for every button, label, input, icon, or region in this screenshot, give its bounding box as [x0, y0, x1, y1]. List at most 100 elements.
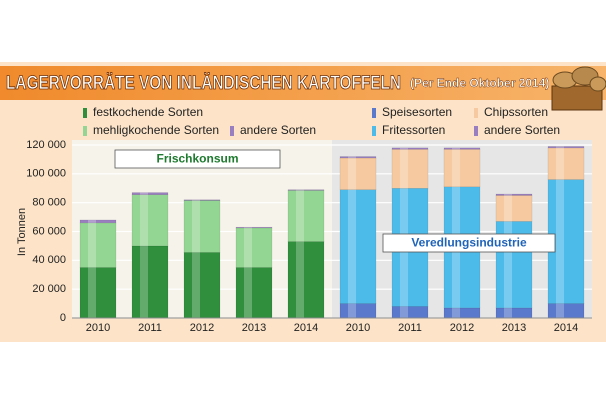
bar-shine [348, 156, 356, 158]
bar-shine [556, 146, 564, 148]
y-axis-label: In Tonnen [16, 208, 28, 256]
x-tick-label: 2011 [398, 322, 422, 334]
legend-swatch [230, 126, 234, 136]
x-tick-label: 2011 [138, 322, 162, 334]
y-tick-label: 60 000 [32, 225, 66, 237]
x-tick-label: 2014 [294, 322, 318, 334]
bar-segment [391, 149, 429, 189]
legend-swatch [474, 108, 478, 118]
bar-shine [400, 149, 408, 189]
bar-segment [547, 147, 585, 180]
y-tick-label: 0 [60, 312, 66, 324]
legend-swatch [83, 108, 87, 118]
y-tick-label: 20 000 [32, 283, 66, 295]
bar-segment [287, 241, 325, 319]
y-tick-label: 80 000 [32, 197, 66, 209]
x-tick-label: 2013 [502, 322, 526, 334]
bar-shine [504, 194, 512, 196]
y-tick-label: 40 000 [32, 254, 66, 266]
bar-segment [443, 149, 481, 188]
group-label-box [114, 149, 281, 169]
bar-segment [235, 267, 273, 319]
bar-shine [88, 222, 96, 268]
bar-segment [391, 306, 429, 319]
bar-shine [452, 149, 460, 187]
bar-segment [183, 252, 221, 319]
y-tick-label: 100 000 [26, 168, 66, 180]
bar-shine [88, 267, 96, 318]
bar-segment [339, 303, 377, 319]
x-tick-label: 2014 [554, 322, 578, 334]
bar-segment [443, 147, 481, 150]
chart-subtitle: (Per Ende Oktober 2014) [410, 76, 549, 90]
bar-segment [495, 193, 533, 196]
bar-segment [495, 307, 533, 319]
bar-segment [131, 194, 169, 247]
bar-shine [244, 227, 252, 228]
bar-shine [244, 267, 252, 318]
bar-shine [192, 199, 200, 201]
bar-shine [244, 227, 252, 268]
bar-segment [547, 146, 585, 149]
bar-segment [287, 190, 325, 242]
bar-shine [452, 307, 460, 318]
group-label: Frischkonsum [156, 152, 238, 166]
bar-shine [348, 157, 356, 190]
bar-shine [192, 252, 200, 318]
group-label: Veredlungsindustrie [411, 236, 527, 250]
legend-label: andere Sorten [484, 123, 560, 137]
bar-segment [287, 189, 325, 191]
x-tick-label: 2010 [346, 322, 370, 334]
bar-segment [495, 195, 533, 222]
bar-shine [296, 189, 304, 191]
bar-shine [452, 147, 460, 150]
bar-shine [88, 219, 96, 223]
x-tick-label: 2010 [86, 322, 110, 334]
bar-shine [400, 147, 408, 150]
bar-shine [556, 179, 564, 304]
bar-shine [192, 200, 200, 253]
bar-shine [348, 189, 356, 304]
bar-segment [391, 147, 429, 150]
bar-segment [547, 303, 585, 319]
legend-label: festkochende Sorten [93, 105, 203, 119]
x-tick-label: 2012 [450, 322, 474, 334]
bar-shine [296, 241, 304, 318]
legend-swatch [372, 108, 376, 118]
legend-label: mehligkochende Sorten [93, 123, 219, 137]
x-tick-label: 2013 [242, 322, 266, 334]
bar-segment [339, 156, 377, 159]
group-label-box [382, 233, 556, 253]
bar-shine [556, 303, 564, 318]
x-tick-label: 2012 [190, 322, 214, 334]
bar-segment [339, 157, 377, 190]
bar-segment [79, 219, 117, 224]
bar-shine [504, 195, 512, 222]
legend-label: andere Sorten [240, 123, 316, 137]
bar-segment [183, 199, 221, 201]
bar-shine [504, 307, 512, 318]
bar-segment [79, 267, 117, 319]
legend-swatch [474, 126, 478, 136]
bar-segment [443, 307, 481, 319]
bar-segment [235, 226, 273, 229]
bar-shine [140, 194, 148, 246]
bar-shine [140, 192, 148, 195]
potato-crate [551, 66, 606, 111]
legend-swatch [83, 126, 87, 136]
legend-label: Fritessorten [382, 123, 445, 137]
bar-segment [235, 227, 273, 268]
bar-shine [556, 147, 564, 180]
bar-shine [140, 245, 148, 318]
legend-label: Chipssorten [484, 105, 548, 119]
bar-segment [183, 200, 221, 253]
bar-shine [400, 306, 408, 318]
bar-segment [131, 192, 169, 195]
legend-swatch [372, 126, 376, 136]
bar-shine [504, 221, 512, 308]
bar-shine [348, 303, 356, 318]
title-bar [0, 66, 606, 100]
y-tick-label: 120 000 [26, 139, 66, 151]
bar-segment [79, 222, 117, 268]
